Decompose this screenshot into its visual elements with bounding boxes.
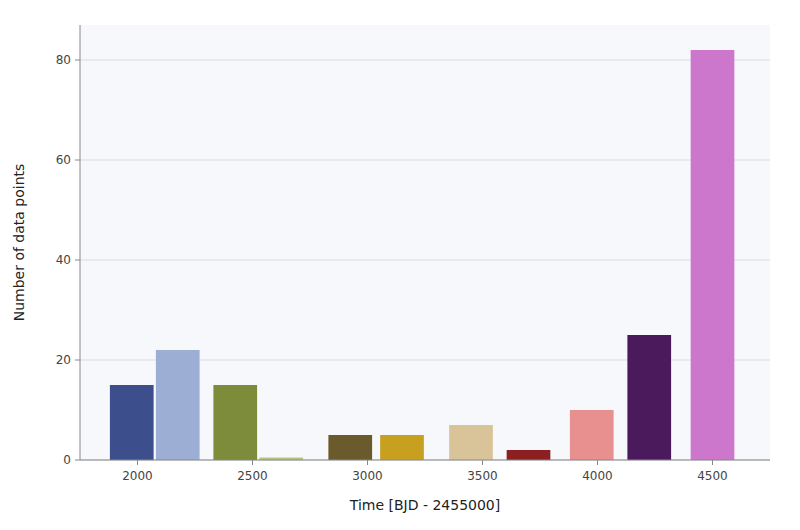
- x-tick: [712, 460, 713, 465]
- y-tick: [75, 460, 80, 461]
- grid-line: [80, 460, 770, 461]
- y-axis-label: Number of data points: [11, 164, 27, 322]
- bar: [380, 435, 424, 460]
- x-tick: [482, 460, 483, 465]
- y-grid: [80, 60, 770, 460]
- y-tick: [75, 260, 80, 261]
- bars: [110, 50, 734, 460]
- bar: [691, 50, 735, 460]
- grid-line: [80, 260, 770, 261]
- grid-line: [80, 60, 770, 61]
- y-tick-label: 40: [56, 253, 71, 267]
- bar: [110, 385, 154, 460]
- bar: [507, 450, 551, 460]
- bar: [449, 425, 493, 460]
- plot-background: [80, 25, 770, 460]
- bar: [570, 410, 614, 460]
- x-tick: [367, 460, 368, 465]
- y-tick-label: 80: [56, 53, 71, 67]
- y-tick-label: 0: [63, 453, 71, 467]
- x-axis-line: [80, 460, 770, 461]
- bar: [627, 335, 671, 460]
- y-tick-label: 60: [56, 153, 71, 167]
- x-tick-label: 3000: [352, 469, 383, 483]
- chart-container: 0 20 40 60 80 2000 2500 3000 3500 4000 4500 Time [B…: [0, 0, 800, 530]
- bar: [156, 350, 200, 460]
- x-axis-label: Time [BJD - 2455000]: [349, 497, 500, 513]
- x-tick: [252, 460, 253, 465]
- x-tick-label: 2500: [237, 469, 268, 483]
- bar: [213, 385, 257, 460]
- y-axis-line: [80, 25, 81, 460]
- y-tick: [75, 60, 80, 61]
- y-tick: [75, 160, 80, 161]
- x-tick-label: 2000: [122, 469, 153, 483]
- x-tick-label: 4000: [582, 469, 613, 483]
- y-tick-label: 20: [56, 353, 71, 367]
- bar: [328, 435, 372, 460]
- x-tick: [137, 460, 138, 465]
- x-tick-label: 3500: [467, 469, 498, 483]
- x-tick: [597, 460, 598, 465]
- chart-svg: 0 20 40 60 80 2000 2500 3000 3500 4000 4500 Time [B…: [0, 0, 800, 530]
- grid-line: [80, 160, 770, 161]
- y-tick: [75, 360, 80, 361]
- x-tick-label: 4500: [697, 469, 728, 483]
